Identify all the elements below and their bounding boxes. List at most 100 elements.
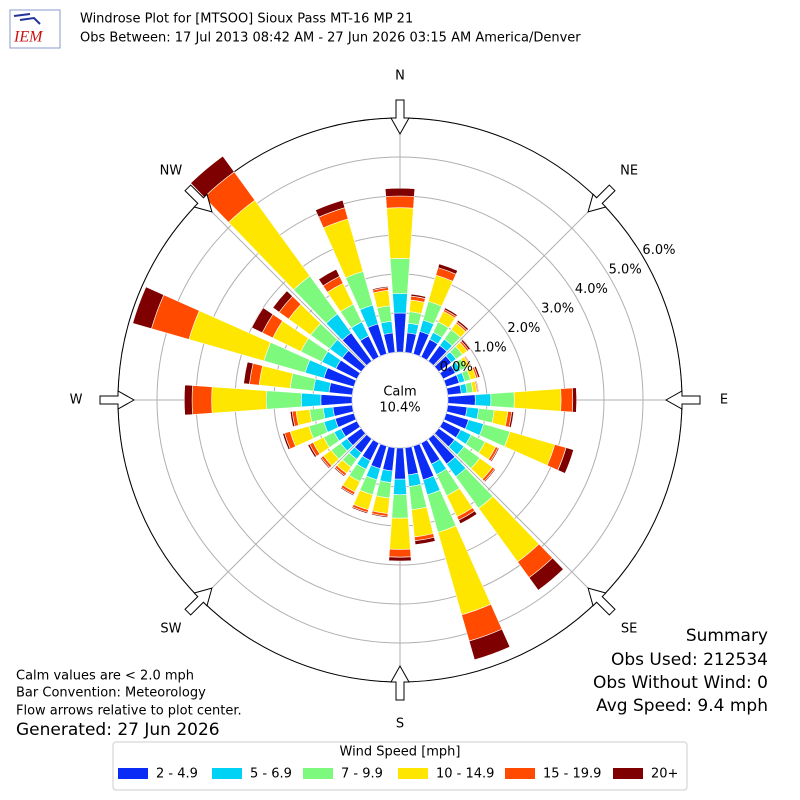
arrow-shape: [184, 184, 213, 213]
bar-segment: [508, 411, 515, 429]
bar-segment: [391, 494, 409, 519]
compass-label: E: [720, 393, 728, 408]
bar-segment: [407, 472, 422, 487]
bar-segment: [309, 407, 326, 423]
bar-segment: [393, 312, 407, 353]
legend-swatch: [212, 768, 242, 779]
arrow-shape: [587, 587, 616, 616]
calm-circle: [353, 353, 447, 447]
bar-segment: [289, 372, 316, 392]
bar-segment: [385, 195, 415, 209]
bar-segment: [211, 386, 267, 414]
bar-segment: [475, 380, 480, 393]
bar-segment: [476, 407, 495, 424]
bar-segment: [384, 187, 416, 197]
compass-arrow: [390, 664, 410, 701]
bar-segment: [388, 548, 412, 558]
bar-segment: [289, 411, 296, 428]
bar-segment: [389, 517, 411, 550]
bar-segment: [243, 361, 254, 385]
bar-segment: [190, 155, 235, 198]
bar-segment: [414, 537, 436, 546]
bar-segment: [513, 388, 562, 412]
compass-arrow: [184, 587, 213, 616]
bar-segment: [483, 468, 497, 483]
compass-label: NE: [620, 163, 638, 178]
legend-frame: [112, 741, 688, 791]
compass-arrow: [99, 390, 136, 410]
bar-segment: [132, 286, 165, 330]
compass-label: NW: [160, 163, 183, 178]
bar-segment: [228, 199, 311, 291]
bar-segment: [375, 480, 392, 499]
bar-segment: [318, 268, 341, 287]
bar-segment: [379, 468, 393, 483]
grid-spoke: [200, 200, 367, 367]
bar-segment: [490, 391, 515, 409]
bar-segment: [460, 339, 471, 351]
chart-subtitle: Obs Between: 17 Jul 2013 08:42 AM - 27 J…: [80, 31, 581, 46]
legend-label: 15 - 19.9: [543, 767, 601, 782]
legend-swatch: [118, 768, 148, 779]
note: Flow arrows relative to plot center.: [16, 704, 242, 719]
bar-segment: [528, 557, 564, 591]
bar-segment: [443, 307, 458, 317]
bar-segment: [411, 506, 434, 538]
bar-segment: [456, 319, 469, 331]
bar-segment: [392, 293, 408, 314]
bar-segment: [557, 447, 574, 474]
bar-segment: [393, 478, 407, 496]
bar-segment: [504, 431, 556, 466]
logo: IEM: [9, 9, 61, 49]
bar-segment: [372, 289, 391, 309]
bar-segment: [258, 365, 294, 389]
grid-spoke: [433, 200, 600, 367]
compass-label: SW: [160, 622, 181, 637]
bar-segment: [371, 513, 389, 518]
legend-swatch: [398, 768, 428, 779]
compass-label: SE: [621, 622, 637, 637]
bar-segment: [394, 447, 406, 480]
bar-segment: [315, 199, 346, 218]
compass-label: S: [396, 717, 404, 732]
legend-label: 20+: [651, 767, 678, 782]
bar-segment: [437, 263, 458, 275]
legend-label: 5 - 6.9: [250, 767, 292, 782]
compass-label: N: [395, 69, 405, 84]
bar-segment: [491, 409, 509, 427]
r-tick-label: 2.0%: [507, 321, 540, 336]
r-tick-label: 5.0%: [609, 263, 642, 278]
bar-segment: [319, 456, 331, 469]
summary-line: Obs Without Wind: 0: [593, 673, 768, 693]
compass-arrow: [390, 99, 410, 136]
bar-segment: [380, 320, 394, 335]
bar-segment: [458, 510, 478, 525]
compass-arrow: [587, 587, 616, 616]
r-tick-label: 1.0%: [474, 341, 507, 356]
r-tick-label: 6.0%: [642, 243, 675, 258]
bar-segment: [465, 406, 480, 420]
bar-segment: [560, 387, 574, 413]
bar-segment: [437, 525, 492, 616]
bar-segment: [272, 290, 293, 313]
arrow-shape: [184, 587, 213, 616]
r-tick-label: 4.0%: [575, 282, 608, 297]
chart-title: Windrose Plot for [MTSOO] Sioux Pass MT-…: [80, 12, 413, 27]
bar-segment: [191, 385, 213, 415]
bar-segment: [320, 394, 353, 406]
bar-segment: [447, 394, 476, 406]
bar-segment: [295, 409, 313, 426]
bar-segment: [265, 390, 302, 410]
bar-segment: [376, 305, 393, 324]
summary-line: Avg Speed: 9.4 mph: [596, 696, 768, 716]
bar-segment: [389, 258, 411, 295]
bar-segment: [446, 384, 462, 396]
bar-segment: [464, 355, 472, 367]
summary-line: Summary: [686, 626, 768, 646]
note: Calm values are < 2.0 mph: [16, 669, 194, 684]
bar-segment: [474, 393, 492, 407]
legend-label: 10 - 14.9: [436, 767, 494, 782]
grid-spoke: [200, 433, 367, 600]
bar-segment: [407, 311, 422, 326]
